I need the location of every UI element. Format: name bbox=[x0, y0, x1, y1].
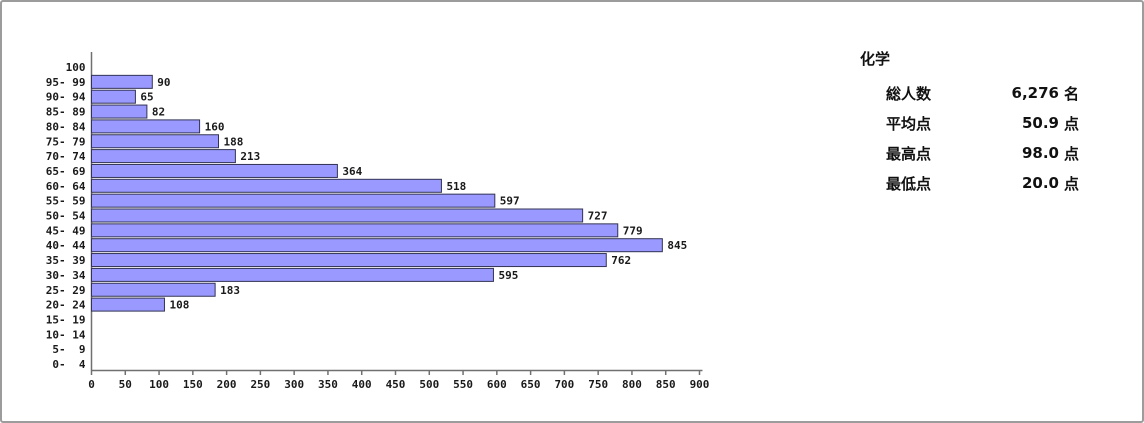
bar bbox=[91, 208, 584, 223]
stat-value: 20.0 bbox=[1021, 174, 1059, 192]
y-axis-label: 55- 59 bbox=[46, 195, 86, 208]
x-axis-tick-label: 550 bbox=[453, 378, 473, 391]
x-axis-tick-label: 350 bbox=[318, 378, 338, 391]
x-axis-tick-label: 750 bbox=[588, 378, 608, 391]
bar bbox=[91, 282, 216, 297]
x-axis-tick-label: 50 bbox=[119, 378, 132, 391]
x-axis-tick-label: 200 bbox=[217, 378, 237, 391]
y-axis-label: 15- 19 bbox=[46, 313, 86, 326]
y-axis-label: 85- 89 bbox=[46, 106, 86, 119]
y-axis-label: 60- 64 bbox=[46, 180, 86, 193]
x-axis-tick-label: 450 bbox=[386, 378, 406, 391]
bar bbox=[91, 104, 148, 119]
x-axis-tick-label: 900 bbox=[690, 378, 710, 391]
stat-value: 98.0 bbox=[1021, 144, 1059, 162]
stat-unit: 名 bbox=[1064, 84, 1080, 103]
bar bbox=[91, 223, 619, 238]
y-axis-label: 25- 29 bbox=[46, 284, 86, 297]
stat-row-total: 総人数 6,276 名 bbox=[860, 78, 1082, 108]
bar-value-label: 188 bbox=[224, 135, 244, 148]
bar-value-label: 82 bbox=[152, 106, 165, 119]
y-axis-label: 90- 94 bbox=[46, 91, 86, 104]
y-axis-label: 100 bbox=[66, 61, 86, 74]
stat-value: 50.9 bbox=[1021, 114, 1059, 132]
bar-value-label: 183 bbox=[220, 284, 240, 297]
bar-value-label: 108 bbox=[169, 299, 189, 312]
bar-value-label: 213 bbox=[240, 150, 260, 163]
stat-row-highest: 最高点 98.0 点 bbox=[860, 138, 1082, 168]
y-axis-label: 0- 4 bbox=[46, 358, 86, 371]
stat-unit: 点 bbox=[1064, 144, 1080, 163]
stat-row-average: 平均点 50.9 点 bbox=[860, 108, 1082, 138]
bar bbox=[91, 119, 201, 134]
score-distribution-chart: 0 50 100 150 200 250 300 350 400 450 500 550 600 650 7… bbox=[46, 52, 710, 391]
x-axis-tick-label: 0 bbox=[88, 378, 95, 391]
y-axis-label: 30- 34 bbox=[46, 269, 86, 282]
subject-title: 化学 bbox=[860, 50, 891, 68]
y-axis-label: 20- 24 bbox=[46, 299, 86, 312]
y-axis-label: 80- 84 bbox=[46, 120, 86, 133]
stat-row-lowest: 最低点 20.0 点 bbox=[860, 168, 1082, 198]
x-axis-tick-label: 400 bbox=[352, 378, 372, 391]
stat-unit: 点 bbox=[1064, 114, 1080, 133]
stat-label: 最低点 bbox=[886, 174, 932, 193]
bar-value-label: 597 bbox=[500, 195, 520, 208]
stat-value: 6,276 bbox=[1011, 84, 1059, 102]
bar-value-label: 90 bbox=[157, 76, 170, 89]
stat-label: 総人数 bbox=[886, 84, 932, 103]
bar bbox=[91, 238, 663, 253]
x-axis-tick-label: 100 bbox=[149, 378, 169, 391]
bar-value-label: 727 bbox=[588, 210, 608, 223]
x-axis-tick-label: 500 bbox=[419, 378, 439, 391]
bar bbox=[91, 193, 496, 208]
stats-panel: 化学 総人数 6,276 名 平均点 50.9 点 最高点 98.0 点 最低点… bbox=[860, 50, 1082, 198]
bar bbox=[91, 253, 607, 268]
x-axis-tick-label: 850 bbox=[656, 378, 676, 391]
y-axis-label: 65- 69 bbox=[46, 165, 86, 178]
y-axis-label: 35- 39 bbox=[46, 254, 86, 267]
stat-label: 最高点 bbox=[886, 144, 932, 163]
y-axis-label: 5- 9 bbox=[46, 343, 86, 356]
bar bbox=[91, 178, 442, 193]
y-axis-label: 95- 99 bbox=[46, 76, 86, 89]
y-axis-label: 45- 49 bbox=[46, 224, 86, 237]
bar bbox=[91, 89, 136, 104]
bar-value-label: 160 bbox=[205, 120, 225, 133]
bar-value-label: 595 bbox=[498, 269, 518, 282]
y-axis-label: 10- 14 bbox=[46, 328, 86, 341]
stat-unit: 点 bbox=[1064, 174, 1080, 193]
bar-value-label: 518 bbox=[446, 180, 466, 193]
x-axis-tick-label: 650 bbox=[521, 378, 541, 391]
x-axis-tick-label: 600 bbox=[487, 378, 507, 391]
bar bbox=[91, 297, 165, 312]
x-axis-tick-label: 150 bbox=[183, 378, 203, 391]
bar-value-label: 845 bbox=[667, 239, 687, 252]
bar-value-label: 65 bbox=[140, 91, 153, 104]
stat-label: 平均点 bbox=[886, 114, 932, 133]
bar-value-label: 364 bbox=[342, 165, 362, 178]
x-axis-tick-label: 300 bbox=[284, 378, 304, 391]
y-axis-label: 70- 74 bbox=[46, 150, 86, 163]
x-axis-tick-label: 700 bbox=[554, 378, 574, 391]
bar bbox=[91, 134, 220, 149]
y-axis-label: 75- 79 bbox=[46, 135, 86, 148]
x-axis-tick-label: 250 bbox=[250, 378, 270, 391]
bar-value-label: 762 bbox=[611, 254, 631, 267]
bar-value-label: 779 bbox=[623, 224, 643, 237]
y-axis-label: 50- 54 bbox=[46, 210, 86, 223]
bar bbox=[91, 267, 494, 282]
bar bbox=[91, 163, 338, 178]
bar bbox=[91, 149, 236, 164]
x-axis-tick-label: 800 bbox=[622, 378, 642, 391]
bar bbox=[91, 74, 153, 89]
y-axis-label: 40- 44 bbox=[46, 239, 86, 252]
